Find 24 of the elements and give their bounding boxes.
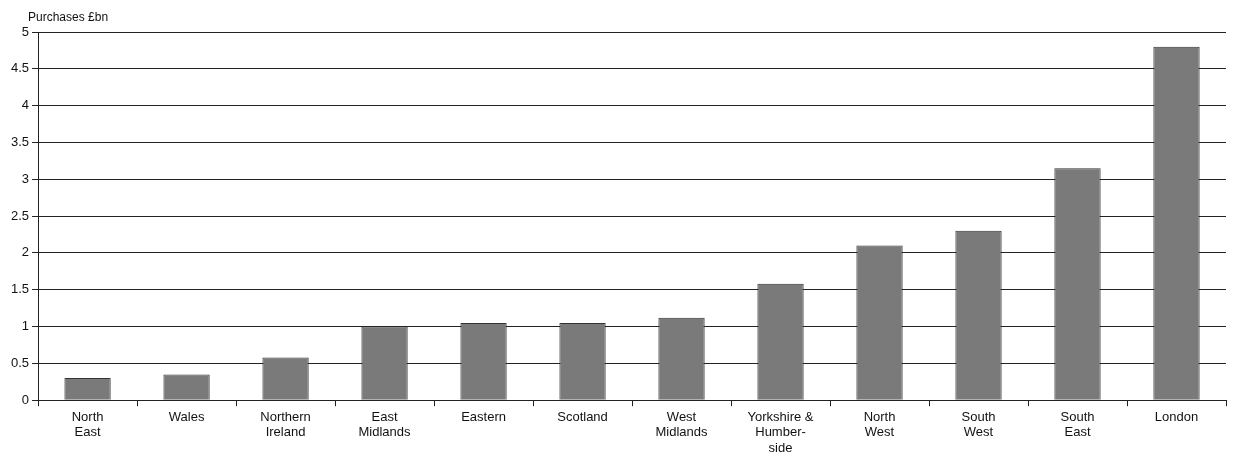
y-axis-title: Purchases £bn: [28, 10, 109, 25]
x-tick-label: South West: [961, 408, 996, 440]
x-tick-label: Scotland: [557, 408, 608, 424]
y-tick-label: 3.5: [10, 134, 30, 150]
y-tick-label: 1: [21, 318, 30, 334]
x-tick-label: Northern Ireland: [260, 408, 311, 440]
y-tick-label: 0: [21, 391, 30, 407]
y-tick-label: 5: [21, 23, 30, 39]
x-tick-label: West Midlands: [655, 408, 709, 440]
y-tick-label: 4: [21, 97, 30, 113]
y-tick-label: 0.5: [10, 354, 30, 370]
x-tick-label: Yorkshire & Humber- side: [747, 408, 814, 455]
x-tick-label: North East: [71, 408, 104, 440]
x-tick-label: South East: [1060, 408, 1095, 440]
y-tick-label: 4.5: [10, 60, 30, 76]
x-tick-label: North West: [863, 408, 896, 440]
x-tick-label: East Midlands: [358, 408, 412, 440]
y-tick-label: 2: [21, 244, 30, 260]
x-tick-label: Wales: [168, 408, 205, 424]
y-tick-label: 3: [21, 170, 30, 186]
y-tick-label: 2.5: [10, 207, 30, 223]
y-tick-label: 1.5: [10, 281, 30, 297]
x-tick-label: London: [1154, 408, 1199, 424]
x-tick-label: Eastern: [461, 408, 506, 424]
